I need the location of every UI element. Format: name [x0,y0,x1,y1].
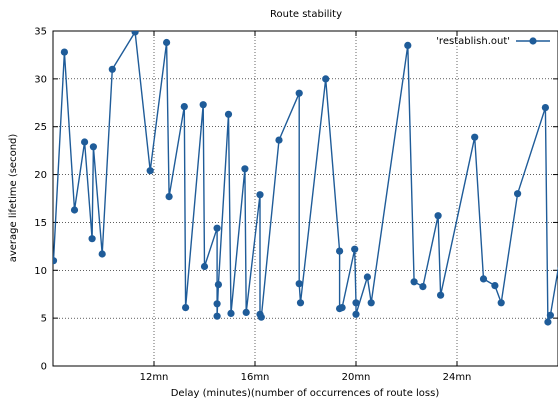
data-point [336,247,344,255]
x-tick-label: 12mn [140,372,169,383]
data-point [322,75,330,83]
data-point [546,311,555,319]
x-axis: 12mn 16mn 20mn 24mn [140,31,472,383]
data-point [338,304,346,312]
data-point [180,103,188,111]
legend-label: 'restablish.out' [436,36,510,47]
data-point [213,312,221,320]
data-point [53,257,58,265]
data-point [200,262,209,271]
data-point [541,104,550,112]
data-point [98,250,106,258]
data-point [213,224,221,232]
x-tick-label: 20mn [342,372,371,383]
data-point [81,138,89,146]
data-point [352,310,360,318]
data-point [295,89,303,97]
data-point [257,313,265,321]
plot-frame [52,30,558,367]
series-restablish [53,31,558,326]
data-point [241,165,249,173]
plot-area [53,31,558,326]
data-point [296,299,305,307]
data-point [227,309,235,317]
data-point [89,143,97,151]
data-point [437,291,445,299]
y-tick-label: 0 [41,362,47,373]
data-point [199,101,207,109]
data-point [165,193,173,201]
data-point [275,136,283,144]
y-tick-label: 25 [34,122,47,133]
data-point [479,275,488,283]
data-point [419,283,427,291]
y-tick-label: 10 [34,266,47,277]
legend: 'restablish.out' [436,36,550,47]
data-point [182,304,190,312]
data-point [224,110,233,118]
data-point [108,65,116,73]
data-point [471,133,479,141]
data-point [295,280,303,288]
y-tick-label: 5 [41,314,47,325]
y-tick-label: 15 [34,218,47,229]
data-point [410,278,418,286]
data-point [242,308,250,316]
data-point [491,282,499,290]
y-axis: 0 5 10 15 20 25 30 35 [34,27,558,373]
grid-lines [53,31,558,366]
data-point [163,38,171,47]
data-point [351,245,359,253]
data-point [352,299,360,307]
data-point [497,299,505,307]
y-axis-label: average lifetime (second) [8,134,19,263]
data-point [434,212,442,220]
legend-marker [529,37,537,45]
x-tick-label: 16mn [241,372,270,383]
data-point [256,191,264,199]
data-point [88,235,96,243]
data-point [514,190,522,198]
data-point [214,281,222,289]
y-tick-label: 20 [34,170,47,181]
data-point [404,41,412,50]
y-tick-label: 35 [34,27,47,38]
x-tick-label: 24mn [443,372,472,383]
data-point [131,31,139,36]
data-point [363,273,371,281]
data-point [367,299,375,307]
y-tick-label: 30 [34,74,47,85]
chart-title: Route stability [270,9,342,20]
data-point [544,318,552,326]
x-axis-label: Delay (minutes)(number of occurrences of… [171,388,440,399]
data-point [146,167,154,175]
data-point [70,206,79,214]
data-point [213,300,221,308]
data-point [60,48,68,56]
